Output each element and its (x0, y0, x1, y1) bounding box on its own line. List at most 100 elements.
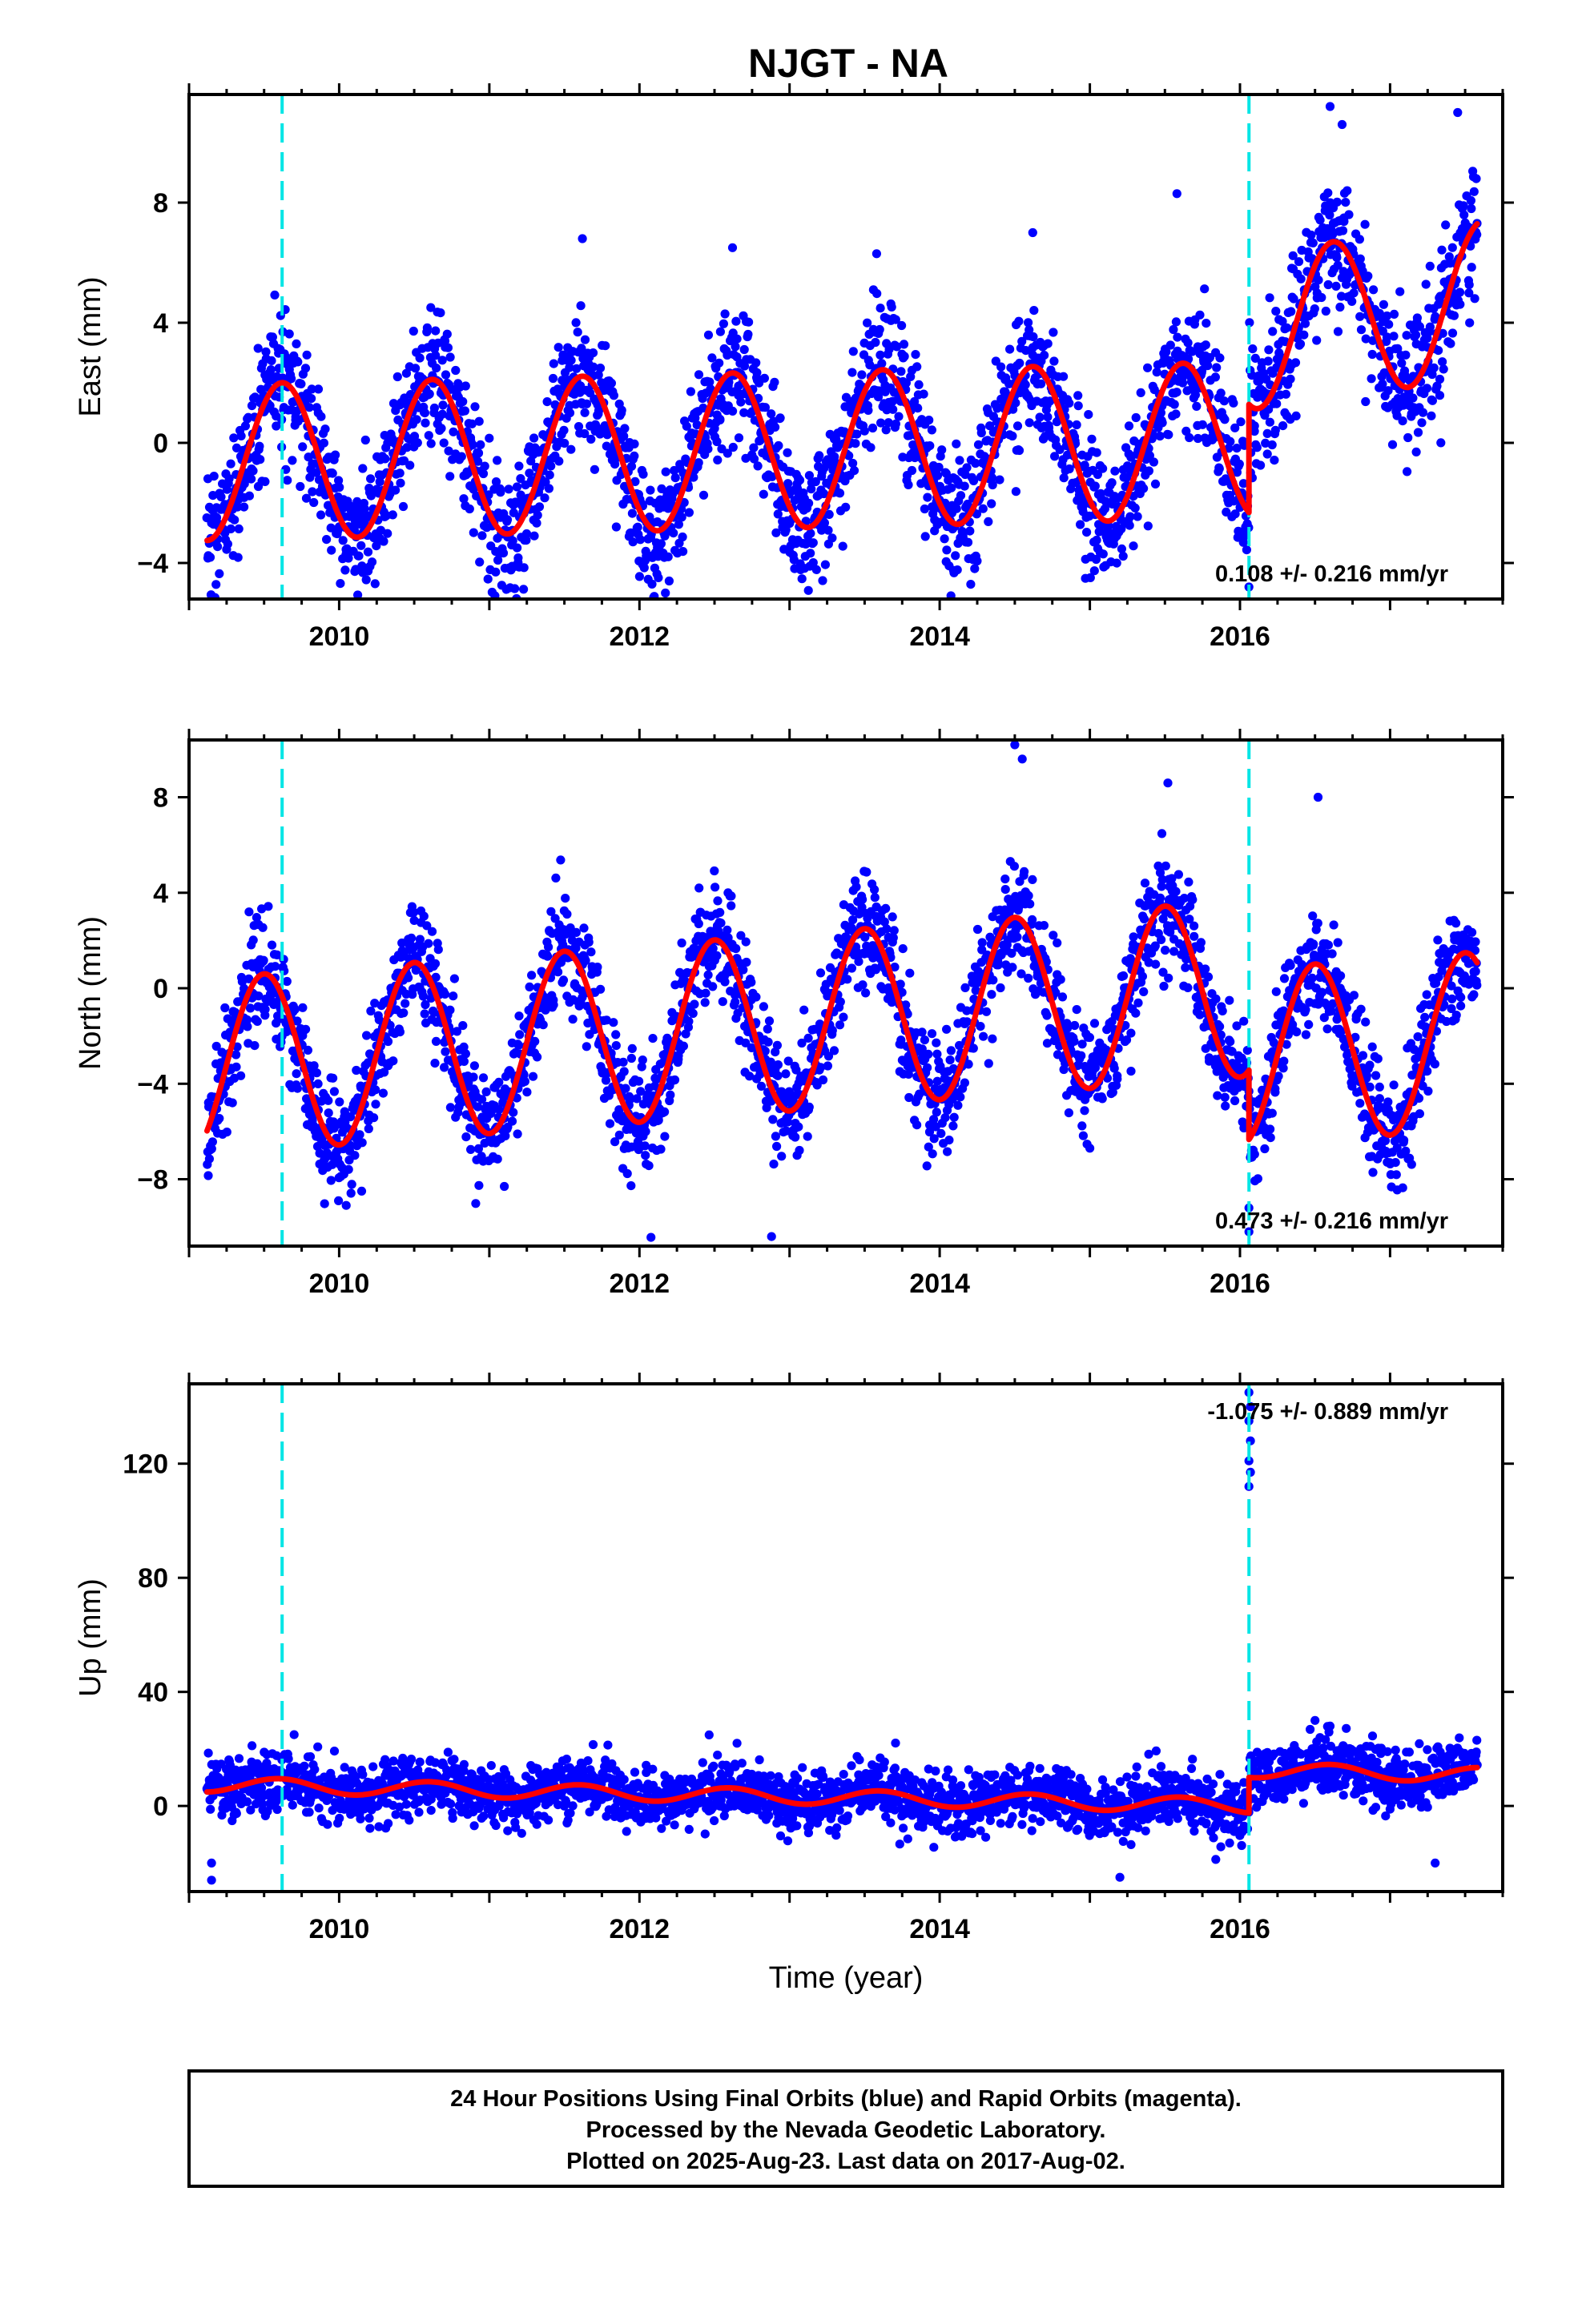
data-point (371, 1085, 380, 1095)
data-point (565, 363, 574, 372)
data-point (658, 602, 666, 611)
data-point (749, 443, 759, 452)
data-point (630, 439, 639, 449)
data-point (1072, 420, 1081, 430)
data-point (398, 501, 409, 512)
data-point (491, 477, 501, 487)
data-point (1360, 219, 1370, 229)
data-point (917, 1027, 927, 1037)
data-point (367, 557, 377, 567)
data-point (1432, 381, 1442, 391)
data-point (949, 1112, 959, 1122)
data-point (763, 1037, 773, 1047)
data-point (1236, 417, 1246, 427)
data-point (970, 564, 980, 573)
data-point (894, 412, 904, 421)
data-point (1323, 188, 1333, 198)
data-point (1378, 379, 1387, 388)
data-point (1152, 368, 1161, 377)
data-point (1250, 353, 1260, 363)
data-point (354, 551, 364, 561)
data-point (577, 344, 586, 353)
data-point (888, 404, 898, 414)
data-point (1043, 339, 1053, 348)
data-point (960, 469, 970, 480)
data-point (1341, 198, 1351, 207)
data-point (803, 585, 813, 595)
data-point (848, 347, 858, 356)
data-point (1384, 320, 1394, 329)
data-point (703, 970, 713, 979)
data-point (1107, 478, 1117, 488)
data-point (965, 526, 975, 536)
data-point (622, 1168, 632, 1179)
x-tick-label: 2014 (909, 621, 970, 652)
data-point (530, 1036, 540, 1046)
data-point (1000, 875, 1010, 884)
data-point (344, 553, 353, 563)
data-point (566, 444, 576, 454)
data-point (490, 591, 500, 599)
data-point (290, 1004, 300, 1014)
data-point (1059, 473, 1069, 483)
data-point (442, 329, 452, 339)
data-point (1014, 445, 1024, 456)
data-point (1438, 357, 1447, 367)
data-point (1005, 344, 1015, 354)
data-point (1085, 1032, 1094, 1043)
data-point (946, 591, 956, 599)
data-point (1427, 396, 1437, 405)
data-point (266, 365, 276, 375)
data-point (1230, 509, 1240, 519)
data-point (1254, 376, 1264, 386)
data-point (976, 1022, 985, 1031)
data-point (899, 340, 909, 349)
data-point-outlier (1453, 107, 1463, 118)
data-point (914, 380, 924, 389)
data-point (728, 406, 738, 416)
data-point (1129, 541, 1138, 551)
data-point (1090, 481, 1100, 491)
data-point (1213, 1091, 1222, 1100)
data-point (891, 419, 900, 428)
data-point-outlier (1028, 227, 1037, 238)
data-point (866, 443, 876, 452)
data-point (876, 418, 886, 428)
data-point (520, 1076, 530, 1086)
data-point (1040, 351, 1049, 360)
data-point (418, 991, 429, 1001)
data-point (396, 478, 405, 488)
data-point (272, 421, 281, 431)
data-point (519, 585, 529, 594)
data-point (452, 1027, 462, 1036)
data-point (985, 421, 995, 431)
data-point (772, 1141, 782, 1152)
data-point (1077, 1121, 1087, 1131)
data-point (272, 950, 282, 959)
data-point (430, 1059, 440, 1068)
data-point (540, 493, 549, 503)
data-point (677, 938, 686, 948)
data-point (301, 1024, 311, 1034)
data-point (817, 525, 827, 535)
data-point (340, 565, 350, 575)
data-point (638, 469, 648, 479)
data-point (1271, 987, 1281, 996)
data-point (1087, 434, 1097, 444)
data-point (1169, 324, 1178, 335)
data-point (1296, 274, 1306, 283)
data-point (474, 1180, 484, 1190)
data-point (244, 491, 254, 501)
data-point (932, 1108, 941, 1117)
y-tick-label: 8 (153, 188, 168, 219)
data-point (1265, 293, 1274, 303)
data-point (811, 476, 820, 487)
data-point (320, 1199, 329, 1208)
data-point (768, 1115, 778, 1124)
data-point (932, 1038, 941, 1047)
data-point (620, 424, 630, 433)
data-point (534, 502, 545, 512)
data-point (952, 439, 961, 448)
y-tick-label: 0 (153, 428, 168, 459)
data-point (688, 1008, 698, 1019)
